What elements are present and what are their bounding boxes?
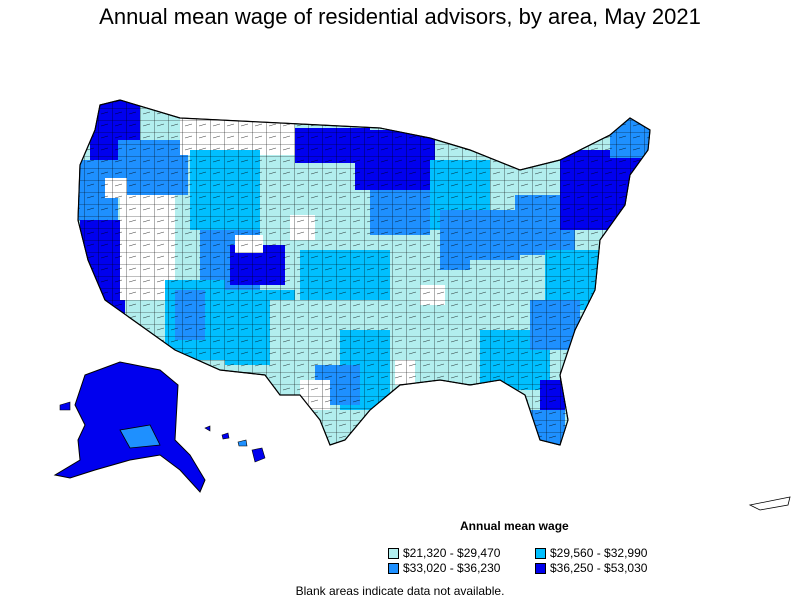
- map-title: Annual mean wage of residential advisors…: [99, 4, 701, 29]
- legend-swatch-4: [535, 562, 546, 574]
- legend-label-3: $33,020 - $36,230: [403, 561, 501, 575]
- legend-item-2: $29,560 - $32,990: [535, 546, 647, 560]
- legend-label-4: $36,250 - $53,030: [550, 561, 648, 575]
- hawaii-region: [204, 425, 266, 463]
- legend-item-3: $33,020 - $36,230: [388, 561, 500, 575]
- legend-label-1: $21,320 - $29,470: [403, 546, 501, 560]
- legend-label-2: $29,560 - $32,990: [550, 546, 648, 560]
- alaska-region: [53, 361, 206, 493]
- area-boundaries: [77, 99, 651, 446]
- puerto-rico-region: [748, 496, 791, 511]
- legend-swatch-1: [388, 547, 399, 559]
- legend-swatch-2: [535, 547, 546, 559]
- legend-item-1: $21,320 - $29,470: [388, 546, 500, 560]
- legend-swatch-3: [388, 562, 399, 574]
- blank-areas-note: Blank areas indicate data not available.: [295, 584, 505, 598]
- legend-item-4: $36,250 - $53,030: [535, 561, 647, 575]
- legend-title: Annual mean wage: [460, 519, 569, 533]
